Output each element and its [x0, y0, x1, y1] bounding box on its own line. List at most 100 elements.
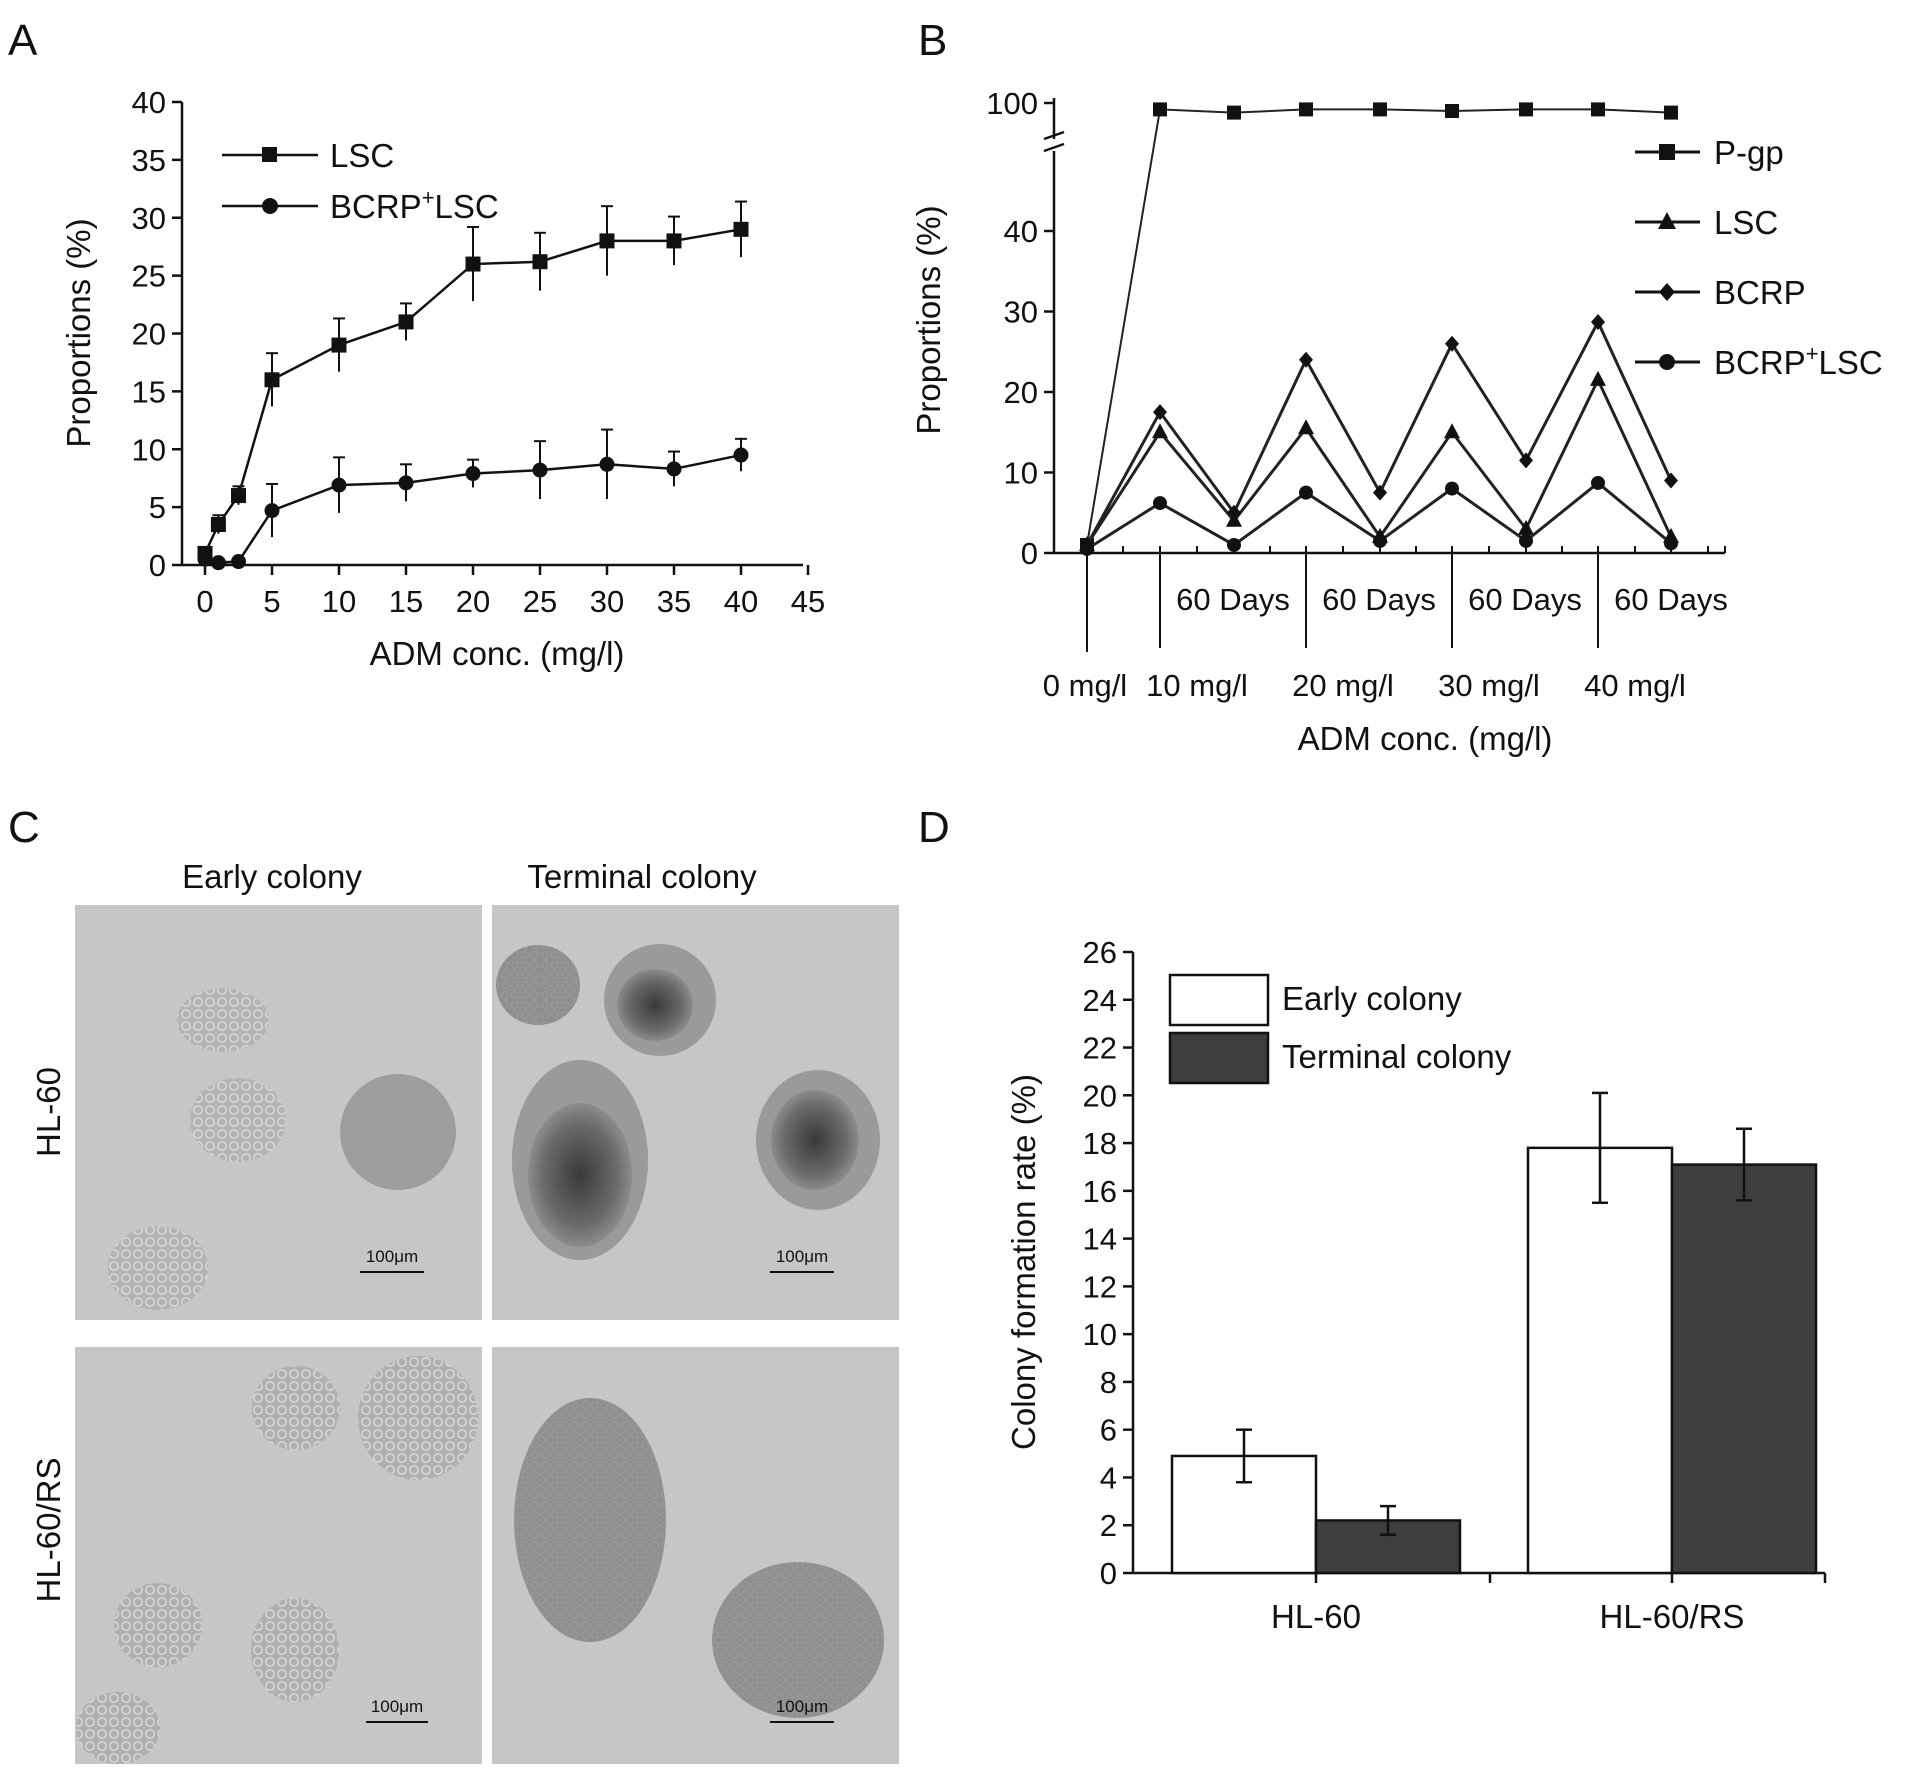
point-1-6 — [465, 466, 481, 482]
point-1-7 — [532, 462, 548, 478]
point-1-1 — [1152, 423, 1168, 439]
interval-label-2: 60 Days — [1468, 582, 1582, 617]
panel-a-legend-bcrp-lsc: BCRP+LSC — [330, 185, 499, 225]
point-0-7 — [532, 254, 548, 270]
y-tick-label-9: 18 — [1083, 1126, 1117, 1161]
micrograph-hl60rs-early: 100μm — [75, 1347, 482, 1764]
legend-marker-1 — [1658, 212, 1676, 229]
panel-b-x-ticks — [1086, 546, 1726, 652]
panel-d-bars — [1170, 1091, 1818, 1575]
panel-a-letter: A — [8, 16, 38, 65]
point-0-3 — [264, 372, 280, 388]
concentration-label-1: 10 mg/l — [1146, 668, 1248, 703]
panel-b-category-labels: 0 mg/l 10 mg/l 20 mg/l 30 mg/l 40 mg/l 60 Day… — [1043, 582, 1728, 703]
point-0-9 — [666, 233, 682, 249]
x-tick-label-2: 10 — [322, 584, 356, 619]
point-3-0 — [1080, 541, 1094, 556]
point-1-6 — [1518, 519, 1534, 535]
panel-a: A 0 5 10 15 20 25 30 35 40 0 5 10 15 20 25 30 35 40 45 Pr… — [8, 16, 825, 672]
x-tick-label-3: 15 — [389, 584, 423, 619]
point-3-5 — [1445, 481, 1459, 496]
point-1-8 — [599, 456, 615, 472]
y-tick-label-12: 24 — [1083, 983, 1117, 1018]
panel-d-legend-terminal: Terminal colony — [1282, 1038, 1512, 1075]
x-tick-label-8: 40 — [724, 584, 758, 619]
micrograph-hl60rs-terminal: 100μm — [492, 1347, 899, 1764]
bar-1-1 — [1670, 1163, 1818, 1575]
y-tick-label-3: 15 — [132, 374, 166, 409]
point-0-6 — [1519, 102, 1533, 117]
y-tick-label-1: 10 — [1004, 456, 1038, 491]
y-tick-label-4: 8 — [1100, 1365, 1117, 1400]
y-tick-label-10: 20 — [1083, 1078, 1117, 1113]
scale-bar-label-3: 100μm — [371, 1697, 423, 1716]
concentration-label-2: 20 mg/l — [1292, 668, 1394, 703]
panel-c-letter: C — [8, 803, 40, 852]
panel-d-legend: Early colony Terminal colony — [1168, 973, 1512, 1085]
panel-b-y-ticks: 0 10 20 30 40 100 — [986, 86, 1054, 571]
point-2-3 — [1299, 351, 1313, 368]
y-tick-label-1: 5 — [149, 490, 166, 525]
point-2-8 — [1664, 472, 1678, 489]
point-3-4 — [1373, 533, 1387, 548]
point-2-6 — [1519, 452, 1533, 469]
y-tick-label-4: 40 — [1004, 214, 1038, 249]
x-category-label-1: HL-60/RS — [1600, 1598, 1745, 1635]
y-tick-label-4: 20 — [132, 317, 166, 352]
panel-a-axes — [180, 102, 803, 567]
legend-marker-3 — [1659, 354, 1675, 370]
scale-bar-label-1: 100μm — [366, 1247, 418, 1266]
interval-label-1: 60 Days — [1322, 582, 1436, 617]
micrograph-hl60-early: 100μm — [75, 905, 482, 1320]
point-0-10 — [733, 221, 749, 237]
panel-b-series — [1079, 102, 1679, 556]
point-0-2 — [1227, 105, 1241, 120]
point-1-0 — [197, 551, 213, 567]
legend-swatch-early — [1168, 973, 1270, 1027]
panel-d-ylabel: Colony formation rate (%) — [1005, 1074, 1042, 1450]
panel-a-legend: LSC BCRP+LSC — [222, 137, 499, 225]
scale-bar-label-2: 100μm — [776, 1247, 828, 1266]
x-tick-label-1: 5 — [263, 584, 280, 619]
point-3-7 — [1591, 475, 1605, 490]
point-2-1 — [1153, 404, 1167, 421]
point-2-5 — [1445, 335, 1459, 352]
panel-d-legend-early: Early colony — [1282, 980, 1462, 1017]
y-tick-label-6: 30 — [132, 201, 166, 236]
panel-b: B 0 10 20 30 40 100 Proportions (%) ADM conc.… — [910, 16, 1883, 757]
panel-d-x-labels: HL-60 HL-60/RS — [1271, 1573, 1827, 1635]
point-1-10 — [733, 447, 749, 463]
panel-a-legend-lsc: LSC — [330, 137, 394, 174]
y-tick-label-2: 4 — [1100, 1460, 1117, 1495]
legend-marker-0 — [1659, 144, 1675, 160]
point-2-2 — [1227, 504, 1241, 521]
legend-marker-circle — [262, 198, 278, 214]
concentration-label-3: 30 mg/l — [1438, 668, 1540, 703]
y-tick-label-6: 12 — [1083, 1269, 1117, 1304]
point-0-5 — [398, 314, 414, 330]
legend-marker-2 — [1659, 283, 1675, 301]
point-1-2 — [231, 554, 246, 570]
panel-a-ylabel: Proportions (%) — [60, 218, 97, 447]
panel-d-letter: D — [918, 803, 950, 852]
x-tick-label-0: 0 — [196, 584, 213, 619]
panel-a-x-ticks: 0 5 10 15 20 25 30 35 40 45 — [196, 565, 825, 619]
panel-a-xlabel: ADM conc. (mg/l) — [370, 635, 625, 672]
point-0-8 — [599, 233, 615, 249]
y-tick-label-11: 22 — [1083, 1031, 1117, 1066]
y-tick-label-5: 100 — [986, 86, 1038, 121]
x-tick-label-9: 45 — [791, 584, 825, 619]
y-tick-label-1: 2 — [1100, 1508, 1117, 1543]
y-tick-label-2: 10 — [132, 432, 166, 467]
interval-label-0: 60 Days — [1176, 582, 1290, 617]
point-1-3 — [264, 503, 280, 519]
point-0-5 — [1445, 104, 1459, 118]
panel-c: C Early colony Terminal colony HL-60 HL-… — [8, 803, 899, 1764]
legend-label-3: BCRP+LSC — [1714, 341, 1883, 381]
point-1-5 — [1444, 423, 1460, 439]
micrograph-hl60-terminal: 100μm — [492, 905, 899, 1320]
legend-label-0: P-gp — [1714, 134, 1784, 171]
legend-swatch-terminal — [1168, 1031, 1270, 1085]
